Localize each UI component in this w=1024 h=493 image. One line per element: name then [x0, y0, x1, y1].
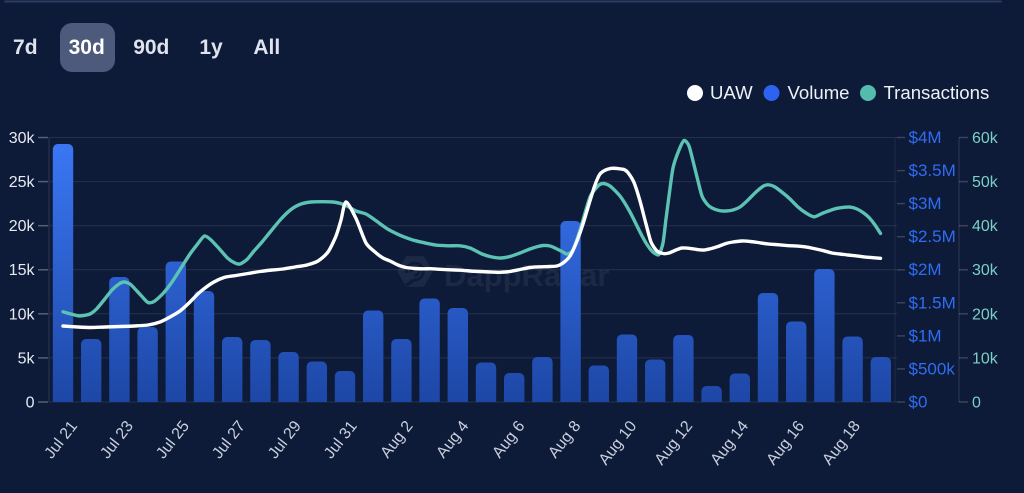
svg-text:20k: 20k: [972, 306, 999, 323]
svg-text:10k: 10k: [972, 350, 999, 367]
svg-text:Volume: Volume: [788, 82, 850, 103]
svg-text:All: All: [253, 36, 280, 59]
svg-text:15k: 15k: [9, 262, 36, 279]
svg-text:30k: 30k: [972, 262, 999, 279]
svg-text:5k: 5k: [18, 350, 36, 367]
svg-text:DappRadar: DappRadar: [444, 258, 609, 293]
svg-text:$4M: $4M: [909, 128, 942, 147]
svg-text:$500k: $500k: [909, 359, 956, 378]
svg-text:30d: 30d: [69, 36, 105, 59]
svg-text:UAW: UAW: [710, 82, 753, 103]
svg-text:30k: 30k: [9, 130, 36, 147]
svg-text:Transactions: Transactions: [884, 82, 990, 103]
svg-text:7d: 7d: [13, 36, 38, 59]
svg-text:10k: 10k: [9, 306, 36, 323]
svg-text:$2M: $2M: [909, 260, 942, 279]
svg-text:90d: 90d: [133, 36, 169, 59]
svg-text:$3.5M: $3.5M: [909, 161, 956, 180]
svg-text:$1.5M: $1.5M: [909, 293, 956, 312]
svg-text:$0: $0: [909, 393, 928, 412]
svg-text:0: 0: [972, 395, 981, 412]
svg-text:50k: 50k: [972, 174, 999, 191]
svg-text:$3M: $3M: [909, 194, 942, 213]
svg-text:60k: 60k: [972, 130, 999, 147]
svg-text:0: 0: [26, 395, 35, 412]
svg-text:$2.5M: $2.5M: [909, 227, 956, 246]
svg-text:$1M: $1M: [909, 326, 942, 345]
svg-text:1y: 1y: [199, 36, 223, 59]
svg-text:25k: 25k: [9, 174, 36, 191]
svg-text:20k: 20k: [9, 218, 36, 235]
svg-text:40k: 40k: [972, 218, 999, 235]
